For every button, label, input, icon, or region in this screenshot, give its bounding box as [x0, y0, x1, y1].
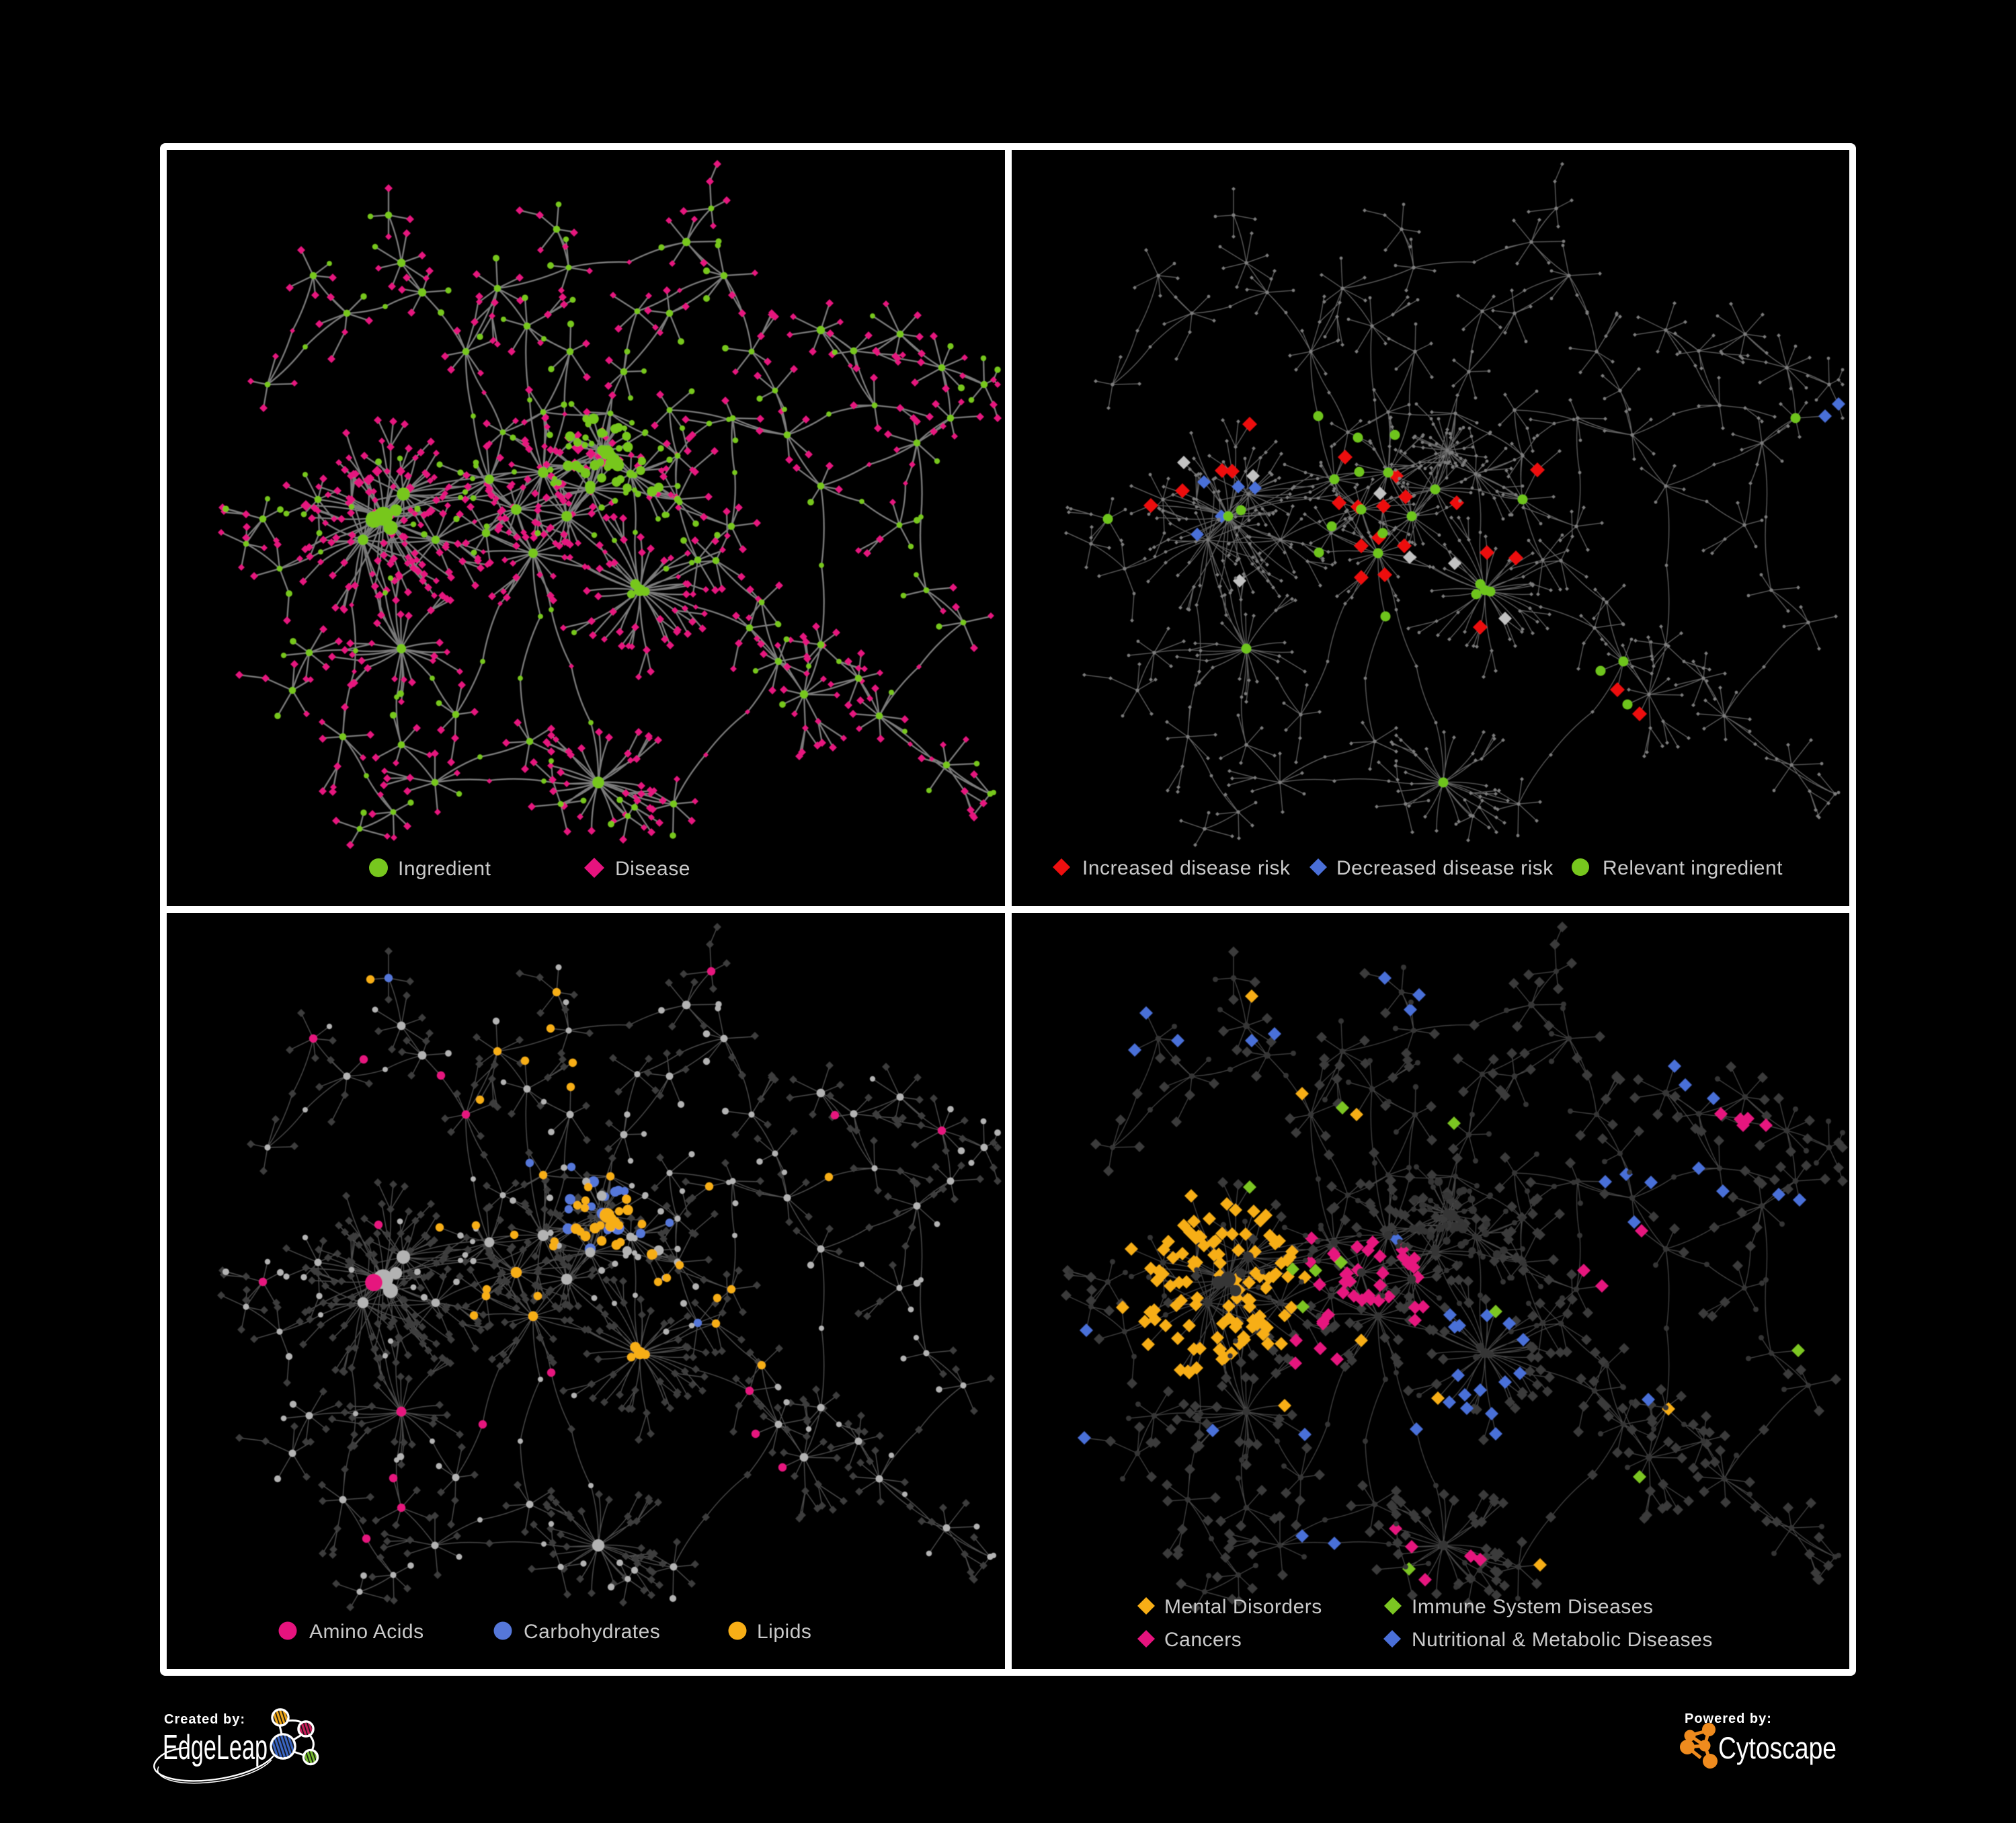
svg-text:Created by:: Created by: [164, 1712, 245, 1727]
svg-text:Ingredient: Ingredient [398, 858, 491, 880]
svg-text:Powered by:: Powered by: [1685, 1711, 1772, 1726]
svg-text:Amino Acids: Amino Acids [309, 1621, 424, 1643]
svg-text:Cancers: Cancers [1164, 1629, 1242, 1651]
svg-text:Decreased disease risk: Decreased disease risk [1336, 857, 1554, 879]
svg-text:Relevant ingredient: Relevant ingredient [1603, 857, 1783, 879]
svg-text:Immune System Diseases: Immune System Diseases [1412, 1596, 1653, 1618]
svg-text:Mental Disorders: Mental Disorders [1164, 1596, 1322, 1618]
svg-text:Nutritional & Metabolic Diseas: Nutritional & Metabolic Diseases [1412, 1629, 1713, 1651]
svg-text:Carbohydrates: Carbohydrates [524, 1621, 660, 1643]
svg-text:Increased disease risk: Increased disease risk [1082, 857, 1291, 879]
svg-text:Disease: Disease [615, 858, 690, 880]
svg-text:Lipids: Lipids [757, 1621, 811, 1643]
svg-text:Cytoscape: Cytoscape [1718, 1731, 1837, 1765]
svg-text:EdgeLeap: EdgeLeap [163, 1728, 268, 1767]
